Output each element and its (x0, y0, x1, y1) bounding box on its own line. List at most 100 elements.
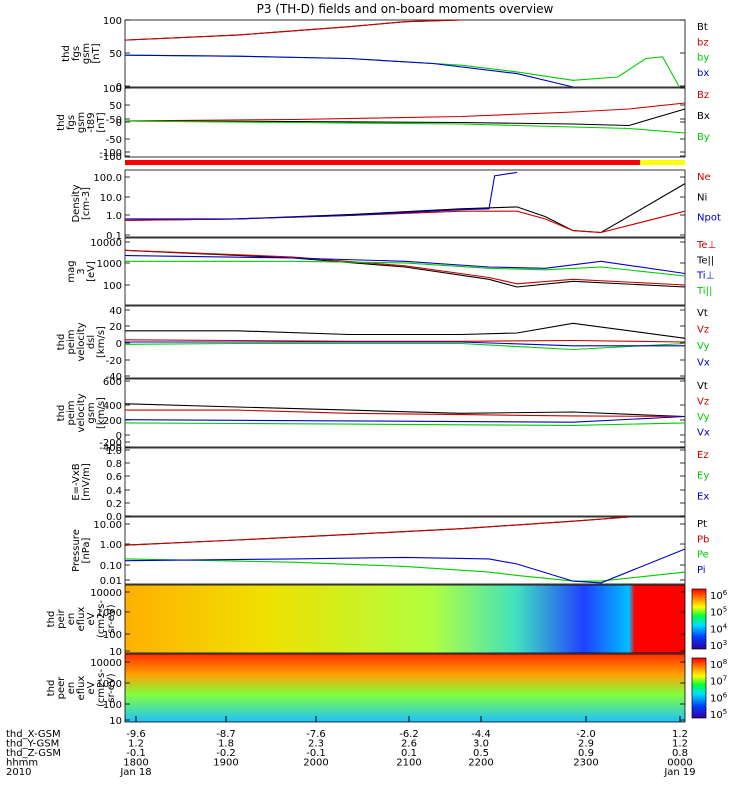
y-tick-label: 600 (103, 377, 122, 388)
y-axis-label: [nPa] (81, 537, 92, 563)
series-line-Ti⊥ (124, 254, 686, 275)
y-tick-label: 0 (116, 82, 122, 93)
x-axis-value: -9.6 (126, 729, 146, 740)
y-tick-label: 0.0 (106, 512, 122, 523)
x-axis-value: 2100 (396, 758, 421, 769)
series-line-Pt (124, 516, 630, 546)
panel-10: 108 107 106 105 10000 1000 100 10 thd peer en eflux… (46, 653, 728, 727)
panel-7: 1.0 0.8 0.6 0.4 0.2 0.0 E=-VxB [mV/m] Ez Ey Ex (71, 446, 709, 523)
x-axis-value: Jan 18 (119, 767, 151, 778)
series-line-Vz (124, 339, 686, 343)
colorbar-tick-label: 103 (710, 639, 727, 652)
colorbar (691, 657, 707, 719)
y-axis-label: eV (86, 681, 97, 694)
y-tick-label: 0.4 (106, 486, 122, 497)
y-tick-label: 0 (116, 431, 122, 442)
series-line-Vt (124, 403, 686, 418)
panel-frame (124, 653, 686, 723)
legend-entry: Vx (697, 428, 710, 439)
colorbar-tick-label: 106 (710, 589, 728, 602)
y-axis-label: [km/s] (96, 326, 107, 358)
series-line-Vy (124, 422, 686, 426)
colorbar-tick-label: 105 (710, 606, 727, 619)
x-axis-value: 2.3 (308, 739, 324, 750)
y-tick-label: 10.0 (100, 193, 122, 204)
y-tick-label: -100 (99, 148, 122, 159)
series-line-Vy (124, 342, 686, 351)
x-axis-row-label: thd_Y-GSM (6, 739, 59, 750)
colorbar (691, 588, 707, 650)
mode-bar (640, 160, 685, 165)
y-tick-label: 50 (109, 49, 122, 60)
panel-4: 10000 1000 100 mag 3 [eV] Te⊥ Te|| Ti⊥ Ti|| (66, 237, 716, 306)
y-tick-label: 50 (109, 101, 122, 112)
y-axis-label: fgs (66, 115, 77, 130)
legend-entry: Pe (697, 550, 709, 561)
y-tick-label: 100.0 (93, 173, 122, 184)
legend-entry: Pb (697, 534, 709, 545)
colorbar-tick-label: 104 (710, 622, 728, 635)
y-axis-label: velocity (76, 322, 87, 361)
legend-entry: Pt (697, 519, 707, 530)
series-line-Npot (125, 171, 518, 220)
x-axis-value: -0.2 (216, 748, 236, 759)
y-axis-label: [eV] (86, 261, 97, 282)
series-line-bx (124, 54, 574, 88)
y-axis-label: thd (56, 334, 67, 351)
legend-entry: Bx (697, 111, 710, 122)
y-axis-label: peir (56, 608, 67, 628)
y-tick-label: 100 (103, 630, 122, 641)
y-tick-label: -100 (99, 152, 122, 163)
colorbar-tick-label: 105 (710, 708, 727, 721)
panel-frame (124, 19, 686, 88)
y-tick-label: 400 (103, 401, 122, 412)
panel-6: 600 400 200 0-200-400 thd peim velocity gsm [km/… (56, 377, 710, 454)
panel-frame (124, 87, 686, 158)
panel-8: 10.00 1.00 0.10 0.01 Pressure [nPa] Pt Pb Pe Pi (71, 516, 709, 587)
panel-3: 100.0 10.0 1.0 0.1 Density [cm-3] Ne Ni Npot (71, 169, 721, 242)
legend-entry: Ni (697, 192, 707, 203)
y-axis-label: thd (56, 405, 67, 422)
y-axis-label: gsm (76, 112, 87, 133)
y-axis-label: peim (66, 329, 77, 354)
legend-entry: Ex (697, 491, 709, 502)
y-tick-label: 0.2 (106, 499, 122, 510)
series-line-Bx (124, 108, 686, 127)
y-tick-label: 1000 (97, 679, 122, 690)
series-line-Ti|| (125, 260, 686, 277)
x-axis-value: 1.8 (218, 739, 234, 750)
legend-entry: Vt (697, 381, 708, 392)
x-axis-value: 2.6 (401, 739, 417, 750)
legend-entry: Bt (697, 22, 708, 33)
y-tick-label: 0.1 (106, 231, 122, 242)
legend-entry: Ez (697, 450, 709, 461)
y-tick-label: -50 (106, 135, 122, 146)
series-line-Vx (125, 341, 685, 347)
y-tick-label: 0.10 (100, 561, 122, 572)
x-axis-value: 0.9 (578, 748, 594, 759)
x-axis-value: 1800 (123, 758, 148, 769)
panel-5: 40 20 0 -20 -40 thd peim velocity dsl [km/s] Vt Vz V… (56, 305, 710, 383)
x-axis-value: 0.1 (401, 748, 417, 759)
x-axis-value: 0.5 (473, 748, 489, 759)
colorbar-tick-label: 108 (710, 658, 727, 671)
x-axis-row-label: thd_X-GSM (6, 729, 61, 740)
colorbar-tick-label: 106 (710, 691, 728, 704)
y-axis-label: [nT] (96, 112, 107, 132)
legend-entry: Ti|| (696, 286, 712, 297)
series-line-Te⊥ (124, 249, 686, 286)
x-axis-row-label: 2010 (6, 767, 31, 778)
legend-entry: Vt (697, 308, 708, 319)
legend-entry: Vz (697, 397, 709, 408)
legend-entry: bx (697, 68, 709, 79)
y-tick-label: 0 (116, 339, 122, 350)
y-tick-label: -200 (99, 438, 122, 449)
panel-frame (124, 378, 686, 448)
y-tick-label: 100 (103, 84, 122, 95)
legend-entry: Pi (697, 565, 706, 576)
legend-entry: Ti⊥ (696, 271, 714, 282)
y-tick-label: 10 (109, 647, 122, 658)
panel-frame (124, 237, 686, 306)
